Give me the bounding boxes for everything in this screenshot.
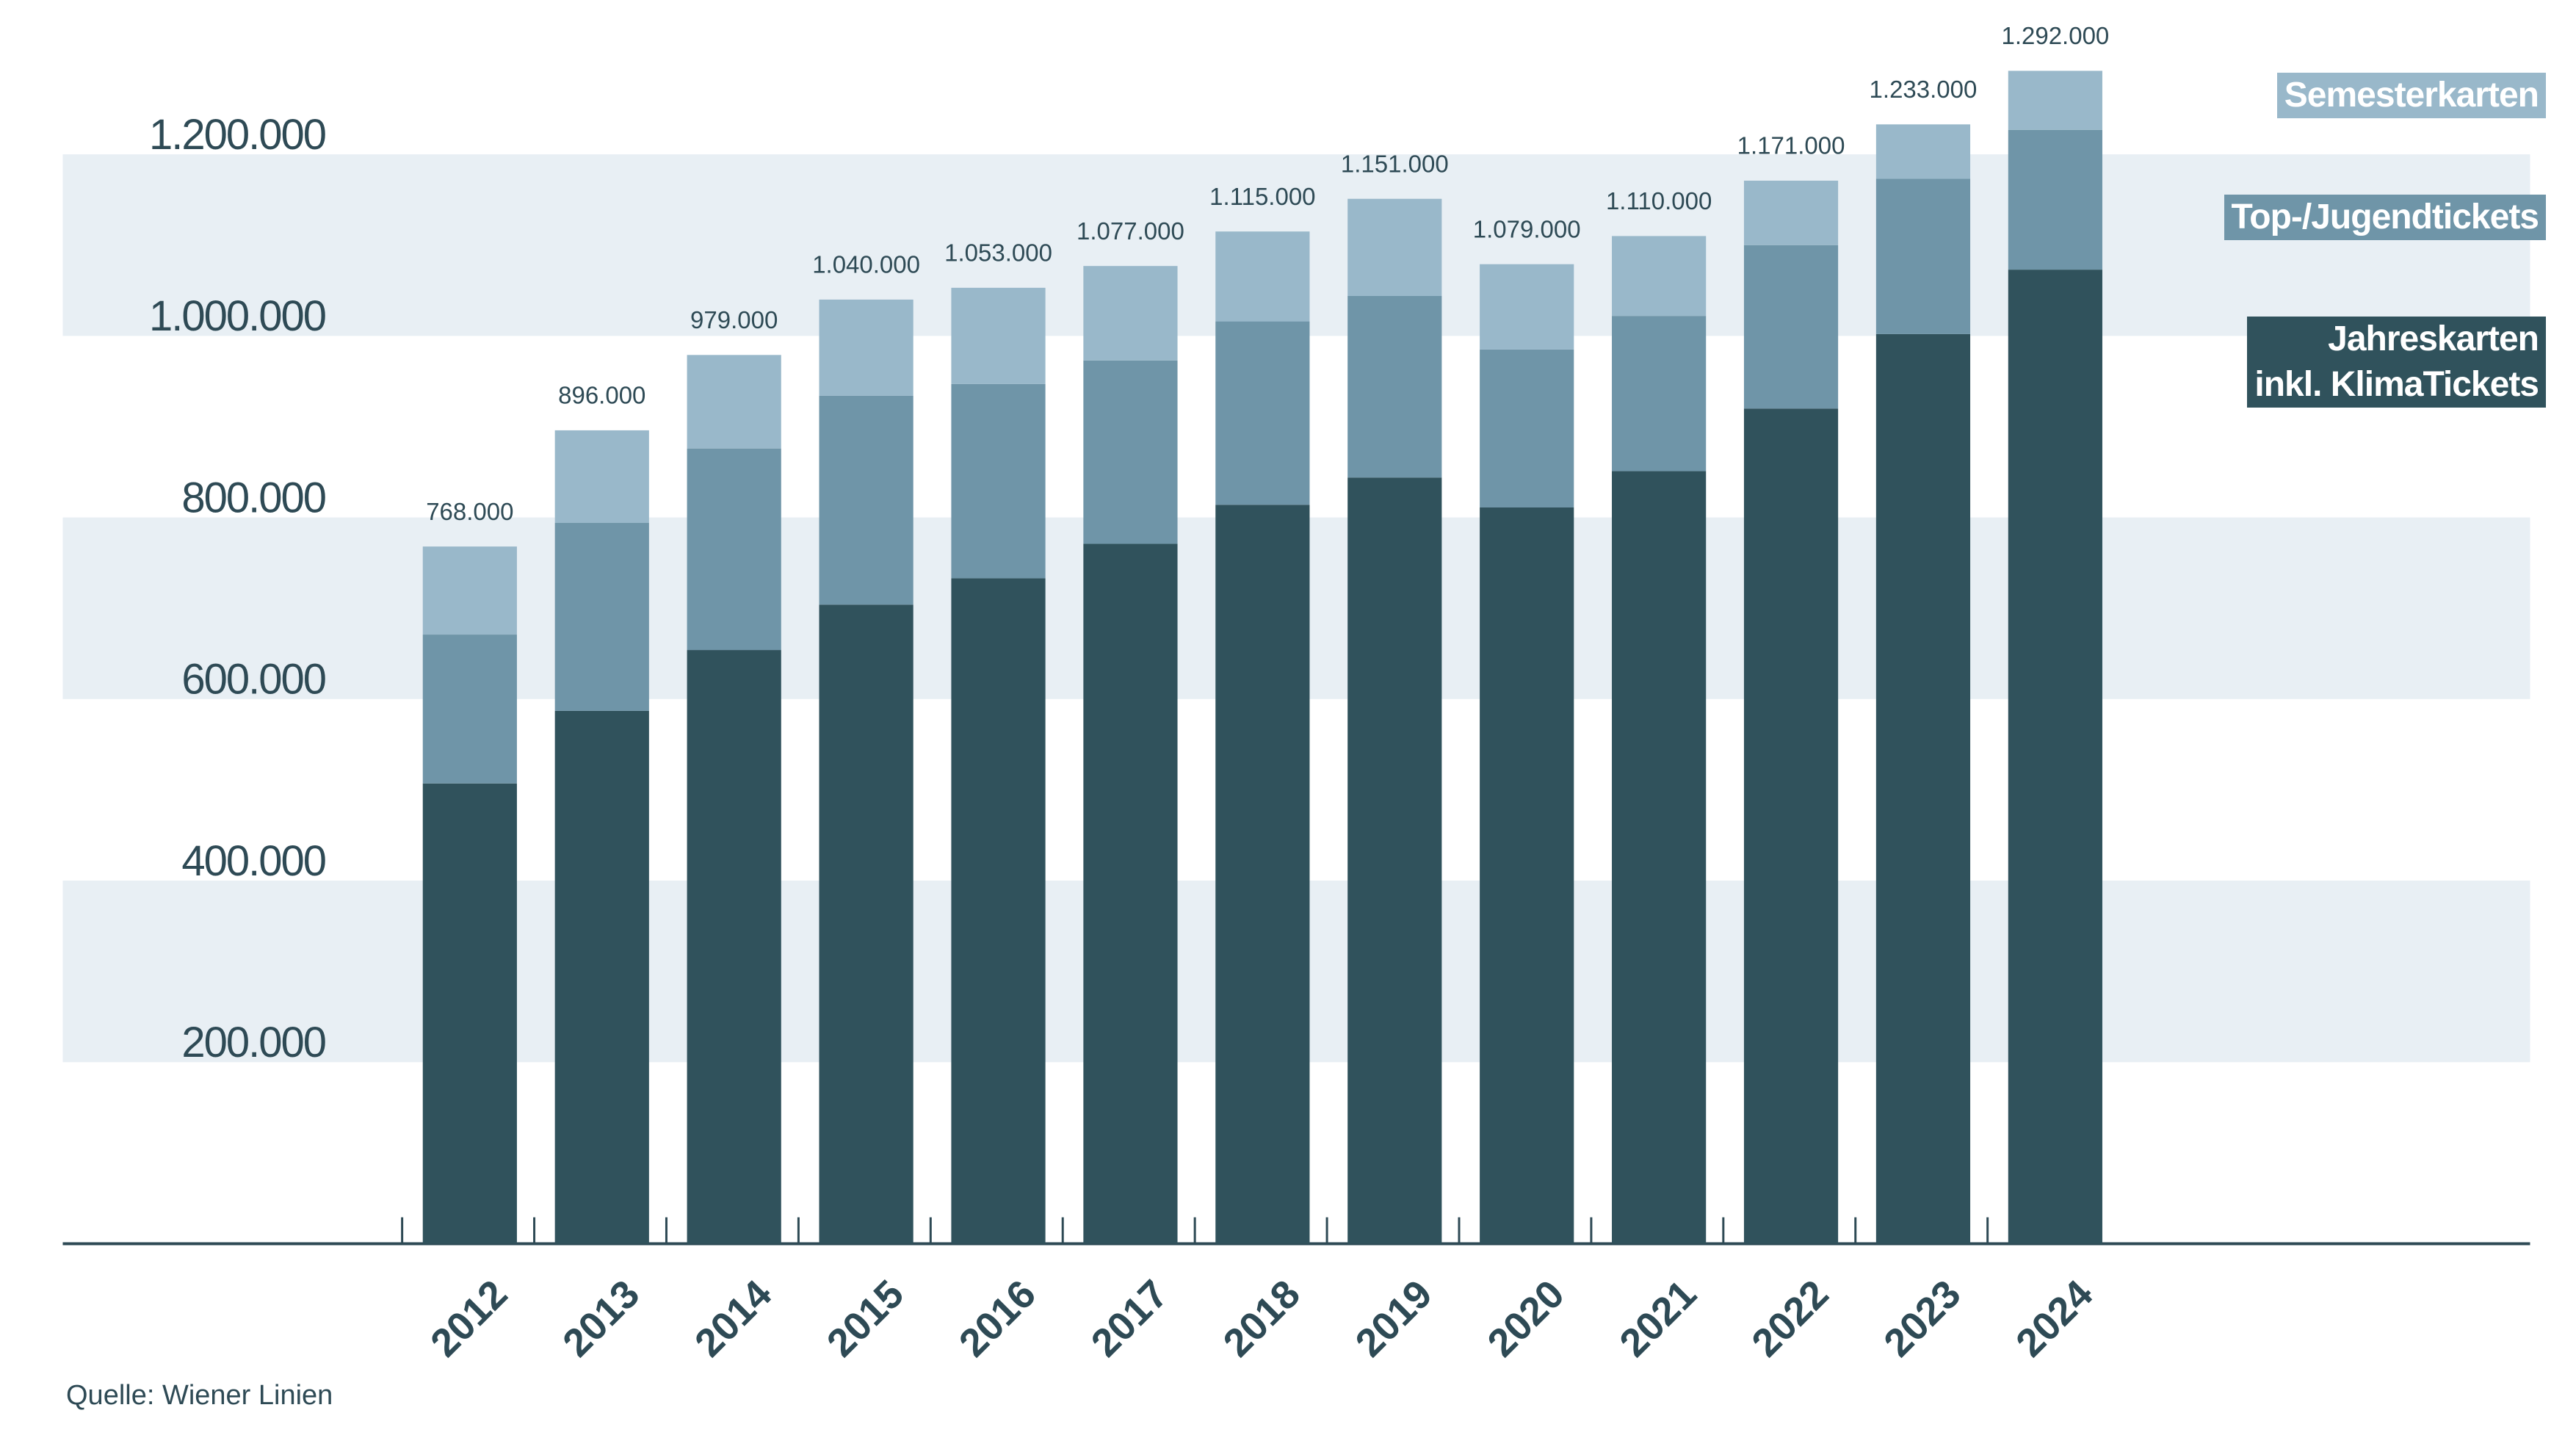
bar-segment [1875,178,1971,334]
bar-segment [951,287,1046,384]
bar-segment [951,383,1046,579]
bar-segment [1612,471,1707,1244]
bar-segment [819,299,913,396]
bar-segment [1480,264,1574,350]
bar-segment [1743,180,1839,245]
x-tick-label: 2022 [1743,1272,1837,1365]
bar-segment [1215,505,1310,1244]
legend-entry: Top-/Jugendtickets [2224,195,2546,240]
value-label: 1.053.000 [944,239,1052,267]
x-tick-label: 2012 [422,1272,515,1365]
bar-segment [1612,316,1707,471]
value-label: 1.233.000 [1870,76,1978,103]
legend-entry: Jahreskarten inkl. KlimaTickets [2247,317,2546,408]
bar-segment [422,546,517,635]
legend: Semesterkarten Top-/Jugendtickets Jahreska… [2224,73,2546,484]
bar-segment [1347,295,1442,478]
value-label: 1.115.000 [1209,183,1315,210]
bar-segment [2008,270,2102,1244]
value-label: 1.110.000 [1606,187,1712,214]
bar-segment [1743,408,1839,1244]
value-label: 1.151.000 [1341,150,1449,177]
bar-segment [554,430,649,524]
value-label: 768.000 [426,498,513,525]
bar-segment [422,783,517,1244]
value-label: 1.040.000 [812,251,920,278]
bar-segment [687,448,781,651]
bar-segment [1347,198,1442,296]
bar-segment [687,650,781,1244]
value-label: 979.000 [690,306,778,333]
value-label: 896.000 [558,382,645,409]
x-tick-label: 2015 [819,1272,912,1365]
bar-segment [1083,360,1178,544]
bar-segment [554,523,649,711]
y-tick-label: 600.000 [181,656,325,704]
value-label: 1.292.000 [2001,22,2109,49]
bar-segment [1743,245,1839,409]
source: Quelle: Wiener Linien [66,1380,333,1411]
bar-segment [2008,129,2102,270]
x-tick-label: 2013 [554,1272,648,1365]
y-tick-label: 400.000 [181,837,325,885]
value-label: 1.079.000 [1473,215,1581,242]
bar-segment [1215,321,1310,505]
bar-segment [1480,349,1574,507]
y-tick-label: 200.000 [181,1019,325,1066]
bar-segment [422,635,517,784]
bar-segment [687,355,781,449]
bar-segment [1480,507,1574,1244]
x-tick-label: 2019 [1347,1272,1441,1365]
value-label: 1.171.000 [1737,132,1845,159]
bar-segment [1612,236,1707,317]
bar-segment [1215,231,1310,322]
bar-segment [2008,71,2102,130]
x-tick-label: 2017 [1083,1272,1176,1365]
bar-segment [1083,266,1178,361]
x-tick-label: 2014 [687,1272,780,1365]
bar-segment [819,604,913,1244]
legend-entry: Semesterkarten [2276,73,2546,118]
bar-segment [1875,124,1971,179]
x-tick-label: 2021 [1611,1272,1704,1365]
x-tick-label: 2024 [2008,1272,2101,1365]
y-tick-label: 1.000.000 [149,292,325,340]
bar-segment [554,710,649,1244]
value-label: 1.077.000 [1077,217,1184,245]
bar-segment [951,578,1046,1244]
bar-segment [819,395,913,605]
x-tick-label: 2023 [1875,1272,1969,1365]
x-tick-label: 2020 [1479,1272,1572,1365]
bar-segment [1083,543,1178,1244]
x-tick-label: 2018 [1215,1272,1309,1365]
x-tick-label: 2016 [951,1272,1044,1365]
y-tick-label: 1.200.000 [149,111,325,159]
bar-segment [1875,333,1971,1244]
bar-segment [1347,477,1442,1244]
y-tick-label: 800.000 [181,474,325,521]
